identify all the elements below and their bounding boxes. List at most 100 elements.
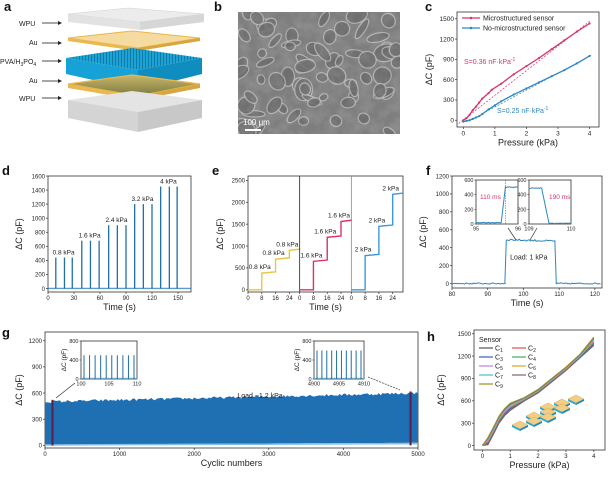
chart-c-sensitivity: 0 1 2 3 4 0 300 600 900 1200 1500 Pressure (kPa) ΔC … bbox=[424, 11, 600, 148]
y-tick-label: 1500 bbox=[232, 222, 246, 228]
x-tick-label: 2 bbox=[536, 454, 540, 460]
inset-trace bbox=[475, 186, 519, 224]
sensitivity-annotation-no-micro: S=0.25 nF·kPa-1 bbox=[497, 106, 549, 115]
data-point bbox=[525, 87, 528, 90]
data-point bbox=[500, 100, 503, 103]
cycling-envelope bbox=[45, 392, 418, 445]
step-annotation: 0.8 kPa bbox=[249, 264, 271, 271]
y-tick-label: 200 bbox=[439, 264, 450, 270]
y-tick-label: 600 bbox=[461, 399, 472, 405]
chart-g-cycling: 0 1000 2000 3000 4000 500003006009001200Cycli… bbox=[14, 331, 425, 468]
sensor-pad-side bbox=[520, 425, 528, 431]
data-point bbox=[550, 75, 553, 78]
step-annotation: 2 kPa bbox=[382, 185, 399, 192]
inset-x-tick-label: 95 bbox=[473, 227, 479, 233]
y-tick-label: 1200 bbox=[32, 202, 46, 208]
x-axis-label: Pressure (kPa) bbox=[509, 460, 569, 470]
x-tick-label: 1 bbox=[493, 131, 497, 138]
data-point bbox=[537, 56, 541, 60]
inset-pointer bbox=[507, 227, 517, 241]
legend-label: C3 bbox=[495, 355, 503, 364]
y-tick-label: 900 bbox=[461, 377, 472, 383]
x-tick-label: 0 bbox=[461, 131, 465, 138]
legend-label: C8 bbox=[528, 373, 536, 382]
sensor-array-illustration bbox=[511, 394, 585, 431]
step-line-1 bbox=[299, 219, 353, 291]
inset-y-tick-label: 0 bbox=[523, 222, 526, 228]
y-tick-label: 400 bbox=[439, 246, 450, 252]
data-point bbox=[465, 117, 468, 120]
legend-label: C6 bbox=[528, 364, 536, 373]
series-line-c9 bbox=[481, 336, 595, 446]
y-tick-label: 300 bbox=[461, 421, 472, 427]
x-tick-label: 90 bbox=[484, 292, 491, 298]
label-au-bottom: Au bbox=[29, 78, 38, 85]
data-point bbox=[563, 69, 566, 72]
panel-letter-b: b bbox=[214, 0, 222, 14]
sem-image bbox=[238, 12, 400, 134]
x-tick-label: 16 bbox=[324, 296, 331, 302]
y-axis-label: ΔC (pF) bbox=[424, 54, 434, 86]
inset-x-tick-label: 96 bbox=[515, 227, 521, 233]
y-tick-label: 1200 bbox=[436, 174, 450, 180]
legend-label: No-microstructured sensor bbox=[483, 26, 566, 33]
data-point bbox=[575, 30, 579, 33]
x-tick-label: 0 bbox=[246, 296, 250, 302]
data-point bbox=[588, 22, 591, 25]
x-tick-label: 8 bbox=[312, 296, 316, 302]
fit-line-no-microstructured bbox=[485, 54, 592, 113]
y-axis-label: ΔC (pF) bbox=[418, 216, 428, 248]
sensitivity-annotation-micro: S=0.36 nF·kPa-1 bbox=[464, 57, 516, 66]
plot-frame bbox=[247, 175, 404, 293]
inset-x-tick-label: 110 bbox=[133, 382, 142, 388]
y-tick-label: 300 bbox=[32, 418, 43, 424]
pressure-annotation: 1.6 kPa bbox=[79, 233, 101, 240]
data-point bbox=[493, 104, 496, 107]
data-point bbox=[462, 120, 465, 123]
inset-x-tick-label: 110 bbox=[567, 227, 576, 233]
panel-letter-a: a bbox=[4, 0, 12, 14]
y-tick-label: 1000 bbox=[232, 244, 246, 250]
x-tick-label: 0 bbox=[43, 452, 47, 458]
inset-y-tick-label: 0 bbox=[75, 377, 78, 383]
sensor-pad-side bbox=[568, 399, 576, 405]
au-bottom-layer bbox=[67, 74, 201, 100]
step-annotation: 2 kPa bbox=[355, 247, 372, 254]
y-tick-label: 900 bbox=[32, 365, 43, 371]
inset-y-tick-label: 400 bbox=[302, 358, 311, 364]
inset-y-tick-label: 400 bbox=[69, 358, 78, 364]
inset-trace bbox=[528, 187, 572, 224]
highlight-window bbox=[409, 391, 412, 446]
data-point bbox=[481, 113, 484, 116]
x-axis-label: Cyclic numbers bbox=[201, 458, 263, 468]
x-tick-label: 3000 bbox=[262, 452, 276, 458]
highlight-window bbox=[51, 399, 54, 446]
inset-pointer bbox=[55, 382, 76, 399]
x-tick-label: 0 bbox=[350, 296, 354, 302]
y-tick-label: 1200 bbox=[458, 354, 472, 360]
legend-label: C1 bbox=[495, 346, 503, 355]
y-tick-label: 0 bbox=[242, 288, 246, 294]
legend-label: C4 bbox=[528, 355, 536, 364]
data-point bbox=[563, 39, 566, 42]
y-tick-label: 500 bbox=[235, 266, 246, 272]
y-tick-label: 0 bbox=[446, 282, 450, 288]
data-point bbox=[477, 115, 481, 118]
plot-frame bbox=[473, 329, 606, 451]
step-annotation: 1.6 kPa bbox=[300, 252, 322, 259]
y-tick-label: 600 bbox=[439, 228, 450, 234]
chart-e-steps: 0 500 1000 1500 2000 2500 ΔC (pF) Time (s) 0 8 16 2… bbox=[215, 175, 404, 312]
pressure-annotation: 4 kPa bbox=[160, 179, 177, 186]
inset-x-tick-label: 4905 bbox=[333, 382, 345, 388]
inset-y-tick-label: 600 bbox=[464, 178, 473, 184]
y-tick-label: 0 bbox=[42, 287, 46, 293]
y-tick-label: 0 bbox=[468, 444, 472, 450]
inset-y-axis-label: ΔC (pF) bbox=[294, 349, 301, 372]
legend-label: C7 bbox=[495, 373, 503, 382]
y-tick-label: 1400 bbox=[32, 188, 46, 194]
step-annotation: 1.6 kPa bbox=[328, 213, 350, 220]
x-tick-label: 1000 bbox=[113, 452, 127, 458]
inset-x-tick-label: 100 bbox=[76, 382, 85, 388]
plot-frame bbox=[47, 175, 192, 293]
sensor-pad-side bbox=[512, 425, 520, 431]
